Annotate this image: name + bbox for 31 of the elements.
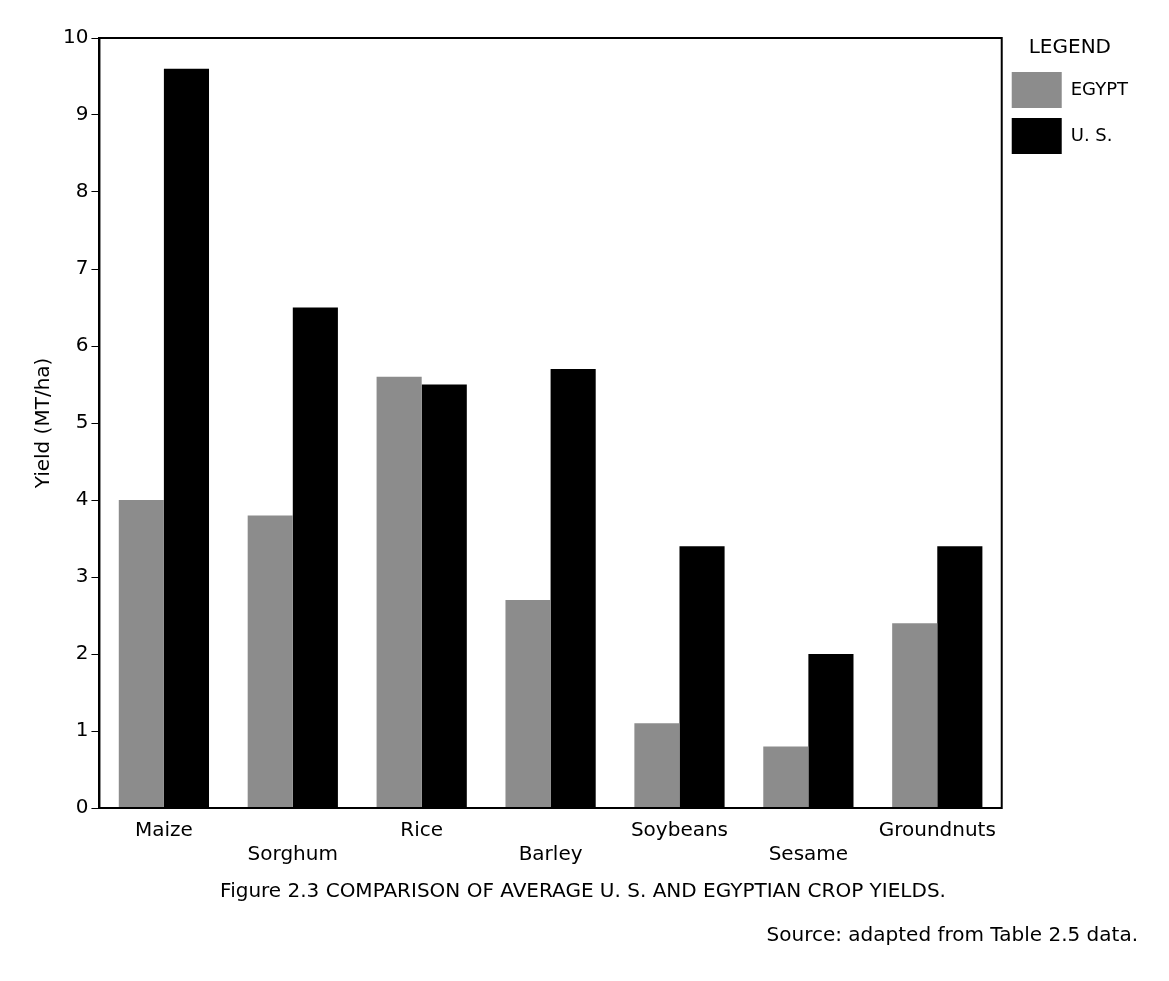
x-tick-label: Maize [134, 817, 193, 842]
bar [247, 515, 293, 808]
x-tick-label: Rice [400, 817, 444, 842]
legend-label: U. S. [1070, 123, 1113, 145]
legend-title: LEGEND [1028, 34, 1112, 59]
legend-label: EGYPT [1070, 77, 1129, 99]
y-tick-label: 1 [75, 717, 89, 742]
bar [118, 500, 164, 808]
y-tick-label: 9 [75, 101, 89, 126]
source-note: Source: adapted from Table 2.5 data. [766, 922, 1138, 947]
text: Figure 2.3 COMPARISON OF AVERAGE U. S. AND EGYPTIAN CROP YIELDS. [220, 878, 946, 903]
x-tick-label: Sorghum [247, 841, 338, 866]
x-tick-label: Groundnuts [878, 817, 996, 842]
x-tick-label: Barley [518, 841, 583, 866]
y-tick-label: 10 [63, 24, 89, 49]
bar [892, 623, 938, 808]
y-tick-label: 3 [75, 563, 89, 588]
y-axis-title: Yield (MT/ha) [30, 357, 55, 490]
bar [505, 600, 551, 808]
y-tick-label: 5 [75, 409, 89, 434]
y-tick-label: 7 [75, 255, 89, 280]
y-tick-label: 0 [75, 794, 89, 819]
bar [634, 723, 680, 808]
y-tick-label: 4 [75, 486, 89, 511]
x-tick-label: Sesame [768, 841, 849, 866]
y-tick-label: 2 [75, 640, 89, 665]
x-tick-label: Soybeans [630, 817, 729, 842]
bar [763, 746, 809, 808]
y-tick-label: 8 [75, 178, 89, 203]
bar [376, 376, 422, 808]
y-tick-label: 6 [75, 332, 89, 357]
